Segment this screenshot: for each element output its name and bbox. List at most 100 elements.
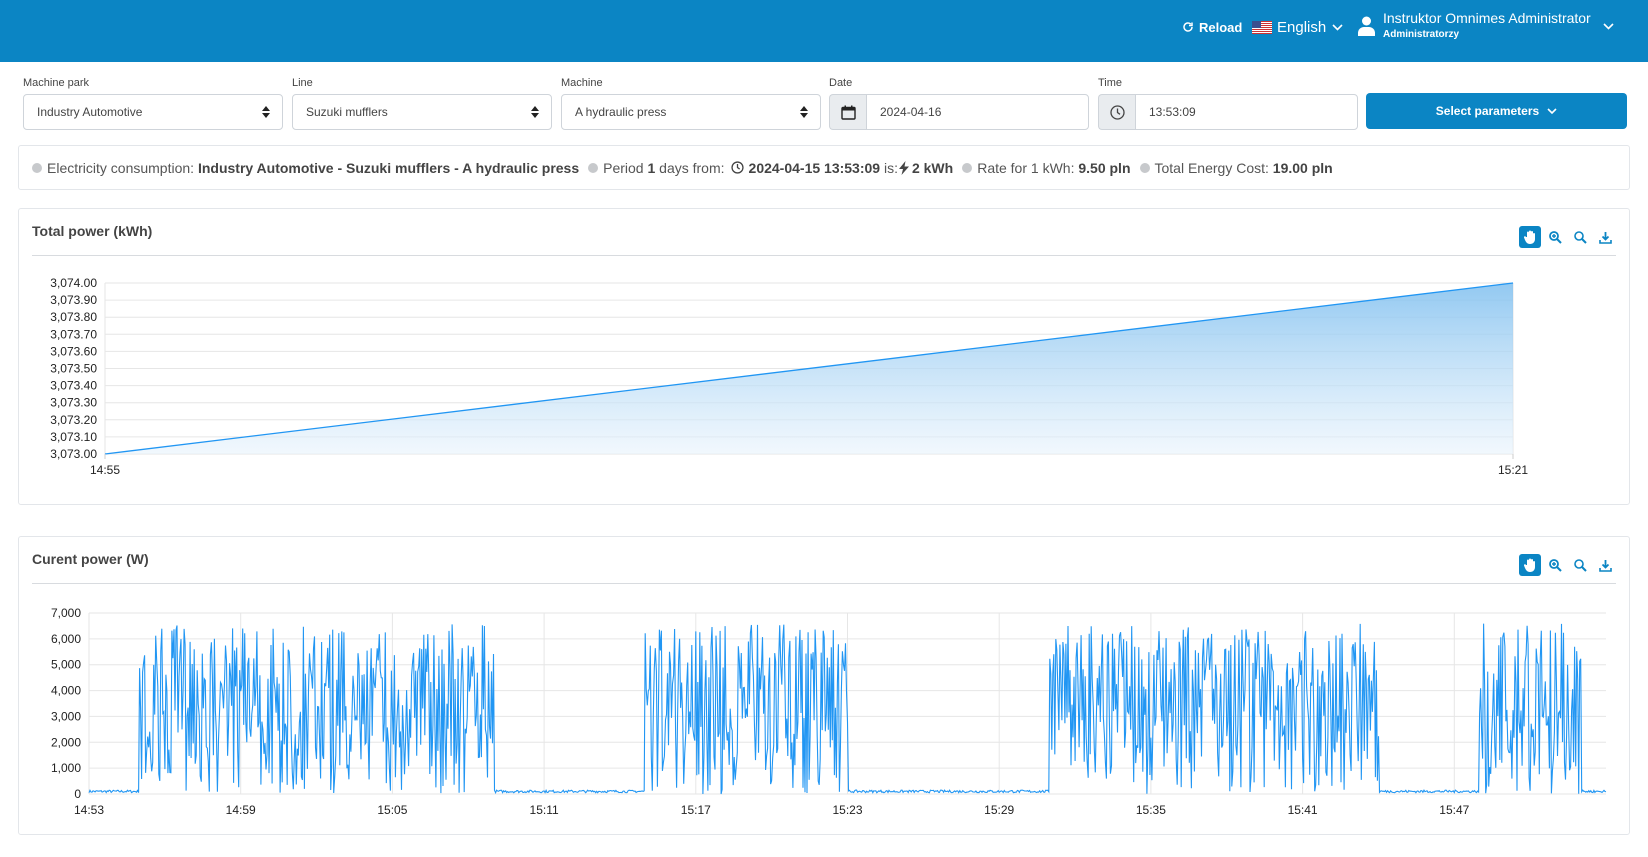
y-tick-label: 3,000	[51, 709, 81, 723]
machine-value: A hydraulic press	[575, 105, 667, 119]
machine-label: Machine	[561, 77, 603, 89]
calendar-icon	[840, 105, 856, 120]
sort-icon	[262, 106, 270, 118]
pan-icon	[1523, 558, 1535, 572]
total-power-chart[interactable]: 3,073.00 3,073.10 3,073.20 3,073.30 3,073.40…	[19, 209, 1631, 506]
chart-toolbar	[1516, 554, 1616, 576]
machine-park-label: Machine park	[23, 77, 90, 89]
reload-button[interactable]: Reload	[1182, 17, 1242, 37]
total-power-card: Total power (kWh) 3,073.00 3,073.10 3,073.…	[18, 208, 1630, 505]
date-field: Date 2024-04-16	[829, 76, 1089, 130]
consumption-summary: Electricity consumption: Industry Automo…	[18, 145, 1630, 190]
rate-label: Rate for 1 kWh:	[977, 159, 1075, 176]
time-field: Time 13:53:09	[1098, 76, 1358, 130]
y-tick-label: 3,073.40	[50, 379, 97, 393]
period-is: is:	[883, 159, 898, 176]
refresh-icon	[1183, 22, 1193, 32]
y-tick-label: 3,073.50	[50, 362, 97, 376]
y-tick-label: 1,000	[51, 761, 81, 775]
user-icon	[1358, 16, 1375, 36]
download-icon	[1598, 559, 1612, 572]
rate-value: 9.50 pln	[1078, 159, 1131, 176]
select-parameters-label: Select parameters	[1435, 104, 1540, 118]
zoom-reset-icon	[1573, 558, 1587, 572]
bullet-dot	[32, 162, 42, 173]
x-tick-label: 14:55	[90, 463, 120, 477]
consumption-label: Electricity consumption:	[47, 159, 195, 176]
machine-park-field: Machine park Industry Automotive	[23, 76, 283, 130]
y-tick-label: 3,073.60	[50, 344, 97, 358]
y-tick-label: 2,000	[51, 735, 81, 749]
user-name: Instruktor Omnimes Administrator	[1383, 10, 1591, 26]
zoom-reset-button[interactable]	[1569, 554, 1591, 576]
time-input[interactable]: 13:53:09	[1135, 94, 1358, 130]
current-power-chart[interactable]: 0 1,000 2,000 3,000 4,000 5,000 6,000 7,000 14:5…	[19, 537, 1631, 836]
y-tick-label: 3,073.90	[50, 293, 97, 307]
y-tick-label: 7,000	[51, 606, 81, 620]
x-tick-label: 15:35	[1136, 803, 1166, 817]
total-cost-label: Total Energy Cost:	[1154, 159, 1269, 176]
y-tick-label: 6,000	[51, 632, 81, 646]
x-tick-label: 15:21	[1498, 463, 1528, 477]
x-tick-label: 15:23	[832, 803, 862, 817]
period-days: 1	[647, 159, 656, 176]
current-power-card: Curent power (W) 0 1,000 2,000 3,000 4,000 5,…	[18, 536, 1630, 835]
sort-icon	[800, 106, 808, 118]
download-button[interactable]	[1594, 226, 1616, 248]
language-selector[interactable]: English	[1252, 16, 1343, 38]
line-label: Line	[292, 77, 313, 89]
download-button[interactable]	[1594, 554, 1616, 576]
date-label: Date	[829, 77, 853, 89]
consumption-value: Industry Automotive - Suzuki mufflers - …	[197, 159, 580, 176]
date-picker-button[interactable]	[829, 94, 866, 130]
us-flag-icon	[1252, 20, 1272, 34]
y-tick-label: 3,073.00	[50, 447, 97, 461]
zoom-reset-icon	[1573, 230, 1587, 244]
line-select[interactable]: Suzuki mufflers	[292, 94, 552, 130]
line-value: Suzuki mufflers	[306, 105, 388, 119]
machine-park-select[interactable]: Industry Automotive	[23, 94, 283, 130]
period-label: Period	[603, 159, 644, 176]
series-line	[104, 282, 1514, 455]
x-tick-label: 15:17	[681, 803, 711, 817]
chevron-down-icon	[1547, 107, 1557, 114]
time-picker-button[interactable]	[1098, 94, 1135, 130]
divider	[32, 255, 1616, 256]
y-tick-label: 3,073.30	[50, 396, 97, 410]
bullet-dot	[962, 162, 973, 173]
divider	[32, 583, 1616, 584]
x-tick-label: 15:11	[530, 803, 559, 817]
top-bar: Reload English Instruktor Omnimes Admini…	[0, 0, 1648, 62]
total-cost-value: 19.00 pln	[1272, 159, 1333, 176]
pan-button[interactable]	[1519, 554, 1541, 576]
period-unit: days from:	[659, 159, 725, 176]
period-start: 2024-04-15 13:53:09	[748, 159, 881, 176]
date-input[interactable]: 2024-04-16	[866, 94, 1089, 130]
y-tick-label: 3,074.00	[50, 276, 97, 290]
series-line	[88, 623, 1607, 795]
chevron-down-icon	[1332, 23, 1343, 31]
chart-toolbar	[1516, 226, 1616, 248]
reload-label: Reload	[1199, 19, 1243, 35]
y-tick-label: 3,073.20	[50, 413, 97, 427]
energy-value: 2 kWh	[911, 159, 954, 176]
user-role: Administratorzy	[1383, 29, 1460, 40]
time-label: Time	[1098, 77, 1123, 89]
bullet-dot	[588, 162, 599, 173]
x-tick-label: 14:53	[74, 803, 104, 817]
bullet-dot	[1139, 162, 1150, 173]
zoom-in-button[interactable]	[1544, 554, 1566, 576]
y-tick-label: 3,073.80	[50, 310, 97, 324]
machine-select[interactable]: A hydraulic press	[561, 94, 821, 130]
chevron-down-icon	[1603, 22, 1614, 30]
x-tick-label: 15:41	[1288, 803, 1318, 817]
machine-park-value: Industry Automotive	[37, 105, 143, 119]
zoom-in-button[interactable]	[1544, 226, 1566, 248]
zoom-reset-button[interactable]	[1569, 226, 1591, 248]
zoom-in-icon	[1548, 558, 1562, 572]
select-parameters-button[interactable]: Select parameters	[1366, 93, 1627, 129]
x-tick-label: 14:59	[226, 803, 256, 817]
machine-field: Machine A hydraulic press	[561, 76, 821, 130]
pan-button[interactable]	[1519, 226, 1541, 248]
user-menu[interactable]: Instruktor Omnimes Administrator Adminis…	[1358, 8, 1614, 44]
